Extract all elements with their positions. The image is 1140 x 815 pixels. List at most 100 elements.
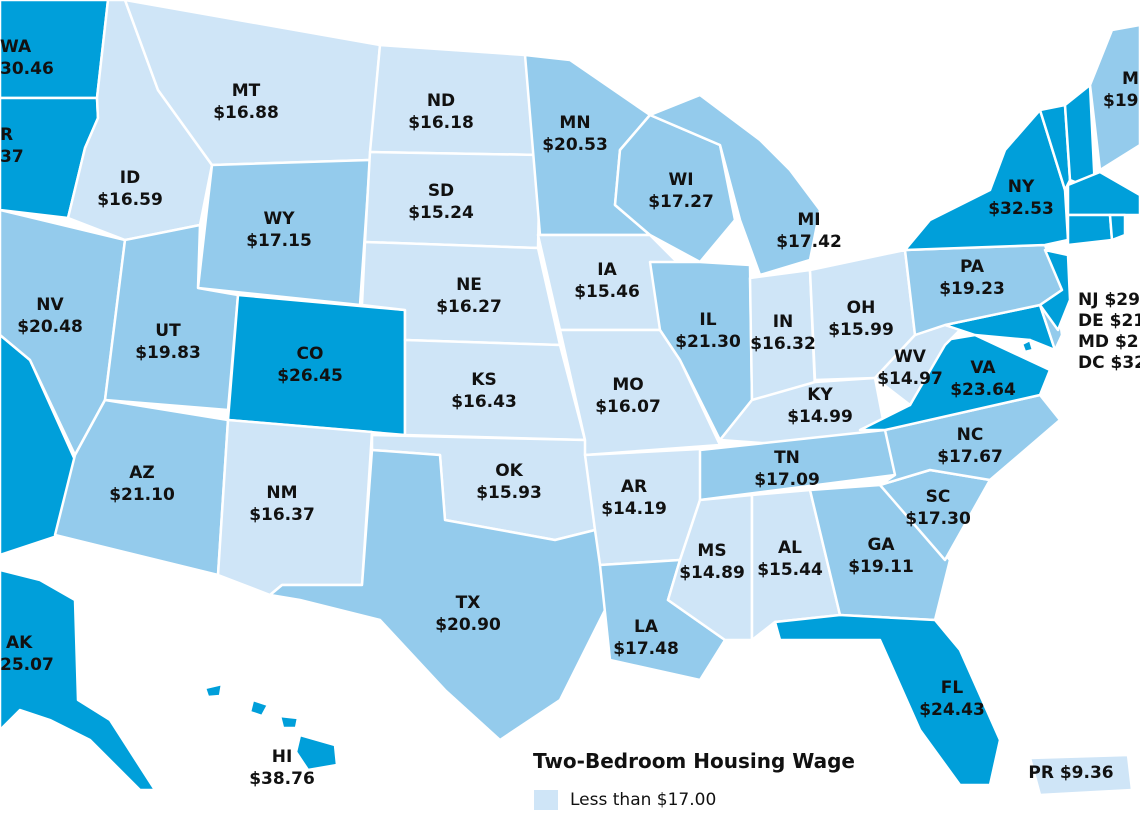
label-KS-wage: $16.43 — [451, 392, 517, 412]
state-RI[interactable] — [1108, 213, 1127, 242]
label-UT-abbr: UT — [155, 321, 181, 341]
label-OK-wage: $15.93 — [476, 483, 542, 503]
label-FL-abbr: FL — [941, 678, 964, 698]
label-CO-abbr: CO — [297, 344, 324, 364]
label-MI-wage: $17.42 — [776, 232, 842, 252]
label-OK-abbr: OK — [495, 461, 523, 481]
label-NC-wage: $17.67 — [937, 447, 1003, 467]
label-LA-wage: $17.48 — [613, 639, 679, 659]
label-WY-abbr: WY — [263, 209, 295, 229]
label-MN-abbr: MN — [559, 113, 590, 133]
label-IN-abbr: IN — [773, 312, 794, 332]
state-ME[interactable] — [1088, 23, 1140, 172]
label-SD-abbr: SD — [428, 181, 454, 201]
state-HI-kauai[interactable] — [203, 682, 224, 699]
label-MN-wage: $20.53 — [542, 135, 608, 155]
label-ID-wage: $16.59 — [97, 190, 163, 210]
label-HI-wage: $38.76 — [249, 769, 315, 789]
state-GA[interactable] — [808, 483, 952, 622]
label-IL-abbr: IL — [699, 310, 716, 330]
label-PR: PR $9.36 — [1028, 763, 1113, 783]
label-NY-wage: $32.53 — [988, 199, 1054, 219]
label-SC-abbr: SC — [926, 487, 951, 507]
state-MI[interactable] — [648, 93, 822, 277]
label-PA-abbr: PA — [960, 257, 985, 277]
state-HI[interactable] — [294, 733, 339, 772]
label-WI-abbr: WI — [668, 170, 693, 190]
label-SD-wage: $15.24 — [408, 203, 474, 223]
label-NV-wage: $20.48 — [17, 317, 83, 337]
label-NJ: NJ $29 — [1078, 290, 1140, 310]
label-PA-wage: $19.23 — [939, 279, 1005, 299]
state-AZ[interactable] — [53, 398, 230, 577]
state-HI-maui[interactable] — [278, 714, 300, 730]
label-ME-abbr: M — [1122, 69, 1139, 89]
label-TN-abbr: TN — [774, 448, 800, 468]
state-NY[interactable] — [903, 108, 1070, 252]
label-WI-wage: $17.27 — [648, 192, 714, 212]
state-DC[interactable] — [1020, 338, 1035, 354]
label-NV-abbr: NV — [36, 295, 64, 315]
label-TX-abbr: TX — [456, 593, 481, 613]
label-LA-abbr: LA — [634, 617, 659, 637]
label-IA-wage: $15.46 — [574, 282, 640, 302]
state-KS[interactable] — [403, 338, 587, 442]
legend-title: Two-Bedroom Housing Wage — [533, 749, 855, 773]
legend-label-low: Less than $17.00 — [570, 790, 717, 810]
state-NH[interactable] — [1063, 83, 1097, 192]
label-NE-wage: $16.27 — [436, 297, 502, 317]
label-AL-wage: $15.44 — [757, 560, 823, 580]
label-WY-wage: $17.15 — [246, 231, 312, 251]
state-CO[interactable] — [226, 293, 407, 437]
label-ND-wage: $16.18 — [408, 113, 474, 133]
label-TX-wage: $20.90 — [435, 615, 501, 635]
label-WA-abbr: WA — [0, 37, 32, 57]
label-ID-abbr: ID — [120, 168, 140, 188]
label-IL-wage: $21.30 — [675, 332, 741, 352]
label-MT-abbr: MT — [232, 81, 261, 101]
label-ME-wage: $19 — [1103, 91, 1139, 111]
label-WV-wage: $14.97 — [877, 369, 943, 389]
state-AK[interactable] — [0, 568, 157, 792]
state-labels: WA 30.46 R 37 MT $16.88 ID $16.59 WY $17… — [0, 37, 1140, 789]
label-AK-wage: 25.07 — [0, 655, 54, 675]
label-NC-abbr: NC — [957, 425, 984, 445]
label-KS-abbr: KS — [471, 370, 496, 390]
state-NJ[interactable] — [1038, 248, 1072, 332]
state-NC[interactable] — [878, 393, 1062, 487]
label-CO-wage: $26.45 — [277, 366, 343, 386]
state-FL[interactable] — [773, 613, 1002, 787]
label-NE-abbr: NE — [456, 275, 482, 295]
label-MO-wage: $16.07 — [595, 397, 661, 417]
label-AR-wage: $14.19 — [601, 499, 667, 519]
label-AK-abbr: AK — [6, 633, 33, 653]
legend-swatch-low — [534, 790, 558, 810]
label-ND-abbr: ND — [427, 91, 455, 111]
label-GA-abbr: GA — [867, 535, 895, 555]
state-CT[interactable] — [1066, 213, 1114, 247]
label-UT-wage: $19.83 — [135, 343, 201, 363]
state-MA[interactable] — [1066, 170, 1140, 217]
state-HI-oahu[interactable] — [248, 698, 270, 718]
label-OR-abbr: R — [0, 125, 13, 145]
label-MO-abbr: MO — [612, 375, 643, 395]
label-SC-wage: $17.30 — [905, 509, 971, 529]
state-PR[interactable] — [1028, 753, 1134, 797]
legend-item-low: Less than $17.00 — [534, 790, 716, 810]
label-AR-abbr: AR — [621, 477, 647, 497]
label-AL-abbr: AL — [778, 538, 802, 558]
label-AZ-abbr: AZ — [129, 463, 154, 483]
label-OH-wage: $15.99 — [828, 320, 894, 340]
label-MS-wage: $14.89 — [679, 563, 745, 583]
label-MI-abbr: MI — [797, 210, 820, 230]
label-TN-wage: $17.09 — [754, 470, 820, 490]
label-VA-abbr: VA — [970, 358, 996, 378]
label-OH-abbr: OH — [847, 298, 876, 318]
state-TX[interactable] — [268, 448, 612, 742]
label-HI-abbr: HI — [272, 747, 293, 767]
label-AZ-wage: $21.10 — [109, 485, 175, 505]
label-MS-abbr: MS — [697, 541, 726, 561]
label-GA-wage: $19.11 — [848, 557, 914, 577]
label-NY-abbr: NY — [1008, 177, 1035, 197]
